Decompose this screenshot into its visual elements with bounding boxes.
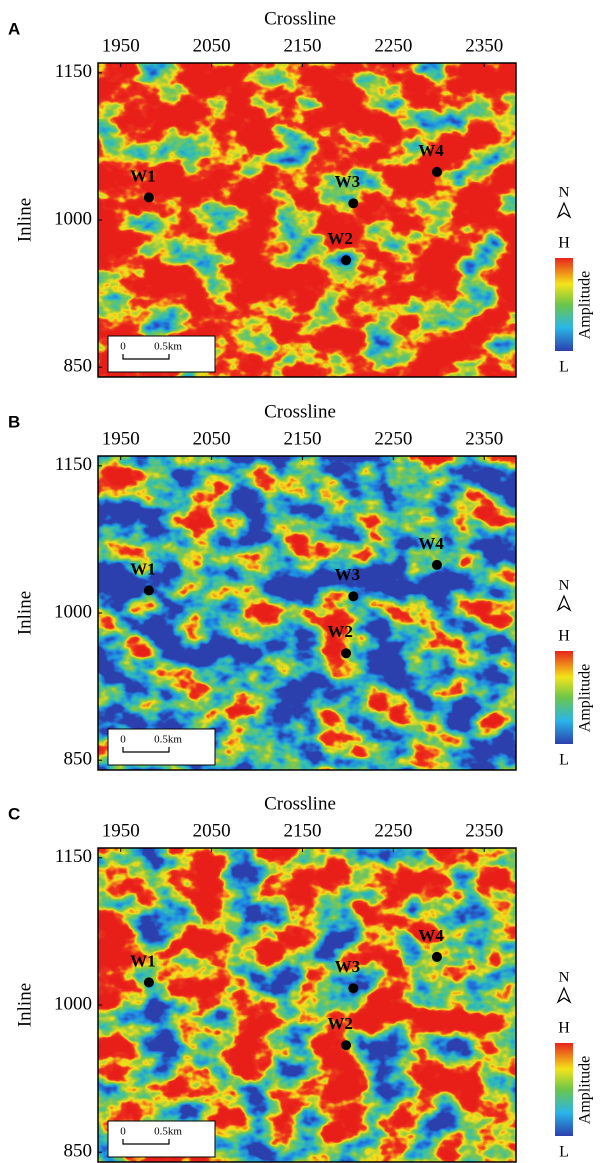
scale-length: 0.5km [154, 1126, 182, 1138]
well-label: W1 [130, 951, 156, 970]
well [341, 255, 352, 266]
y-tick-label: 1000 [54, 208, 92, 229]
low-label: L [559, 359, 569, 376]
scale-bar-box [107, 728, 216, 766]
well-label: W3 [335, 172, 361, 191]
well-label: W4 [418, 926, 444, 945]
well [341, 648, 352, 659]
colorbar [555, 651, 573, 744]
x-tick-label: 2350 [465, 820, 503, 841]
x-tick-label: 2050 [193, 35, 231, 56]
well-label: W3 [335, 565, 361, 584]
scale-start: 0 [120, 734, 126, 746]
y-tick-label: 1150 [55, 454, 92, 475]
x-tick-label: 1950 [102, 428, 140, 449]
north-arrow [556, 594, 572, 612]
scale-bar [122, 1139, 170, 1145]
x-tick-label: 2350 [465, 428, 503, 449]
amplitude-map [98, 848, 516, 1162]
well-label: W3 [335, 957, 361, 976]
high-label: H [558, 628, 570, 645]
y-tick-label: 1150 [55, 846, 92, 867]
scale-bar-box [107, 1120, 216, 1158]
y-axis-label: Inline [14, 198, 35, 242]
well [341, 1040, 352, 1051]
panel-label: C [8, 804, 20, 823]
colorbar [555, 1043, 573, 1136]
panel-label: A [8, 19, 20, 38]
amplitude-map [98, 456, 516, 770]
high-label: H [558, 235, 570, 252]
y-tick-label: 850 [64, 356, 93, 377]
x-tick-label: 2250 [374, 428, 412, 449]
scale-bar [122, 747, 170, 753]
y-tick-label: 1150 [55, 61, 92, 82]
north-label: N [559, 184, 570, 200]
high-label: H [558, 1020, 570, 1037]
well [143, 977, 154, 988]
scale-length: 0.5km [154, 734, 182, 746]
x-axis-label: Crossline [264, 8, 336, 29]
well [348, 983, 359, 994]
x-tick-label: 2050 [193, 820, 231, 841]
y-tick-label: 1000 [54, 601, 92, 622]
x-tick-label: 2150 [283, 35, 321, 56]
scale-length: 0.5km [154, 341, 182, 353]
well-label: W4 [418, 141, 444, 160]
x-tick-label: 2150 [283, 428, 321, 449]
well-label: W2 [327, 229, 353, 248]
x-tick-label: 2150 [283, 820, 321, 841]
well [431, 951, 442, 962]
well-label: W1 [130, 166, 156, 185]
well [431, 166, 442, 177]
amplitude-map [98, 63, 516, 377]
y-axis-label: Inline [14, 983, 35, 1027]
scale-bar [122, 354, 170, 360]
x-tick-label: 1950 [102, 35, 140, 56]
north-arrow [556, 986, 572, 1004]
scale-start: 0 [120, 1126, 126, 1138]
colorbar [555, 258, 573, 351]
well-label: W4 [418, 534, 444, 553]
well-label: W2 [327, 1014, 353, 1033]
panel-label: B [8, 412, 20, 431]
well [143, 585, 154, 596]
x-tick-label: 2350 [465, 35, 503, 56]
north-label: N [559, 969, 570, 985]
y-axis-label: Inline [14, 591, 35, 635]
well [143, 192, 154, 203]
y-tick-label: 1000 [54, 993, 92, 1014]
x-tick-label: 2250 [374, 820, 412, 841]
x-axis-label: Crossline [264, 793, 336, 814]
colorbar-label: Amplitude [577, 664, 594, 732]
low-label: L [559, 1144, 569, 1161]
well-label: W2 [327, 622, 353, 641]
low-label: L [559, 752, 569, 769]
well [348, 591, 359, 602]
scale-bar-box [107, 335, 216, 373]
x-tick-label: 2050 [193, 428, 231, 449]
x-axis-label: Crossline [264, 401, 336, 422]
y-tick-label: 850 [64, 1141, 93, 1162]
colorbar-label: Amplitude [577, 1056, 594, 1124]
x-tick-label: 2250 [374, 35, 412, 56]
well [431, 559, 442, 570]
well-label: W1 [130, 559, 156, 578]
north-arrow [556, 201, 572, 219]
well [348, 198, 359, 209]
north-label: N [559, 577, 570, 593]
x-tick-label: 1950 [102, 820, 140, 841]
colorbar-label: Amplitude [577, 271, 594, 339]
scale-start: 0 [120, 341, 126, 353]
y-tick-label: 850 [64, 749, 93, 770]
